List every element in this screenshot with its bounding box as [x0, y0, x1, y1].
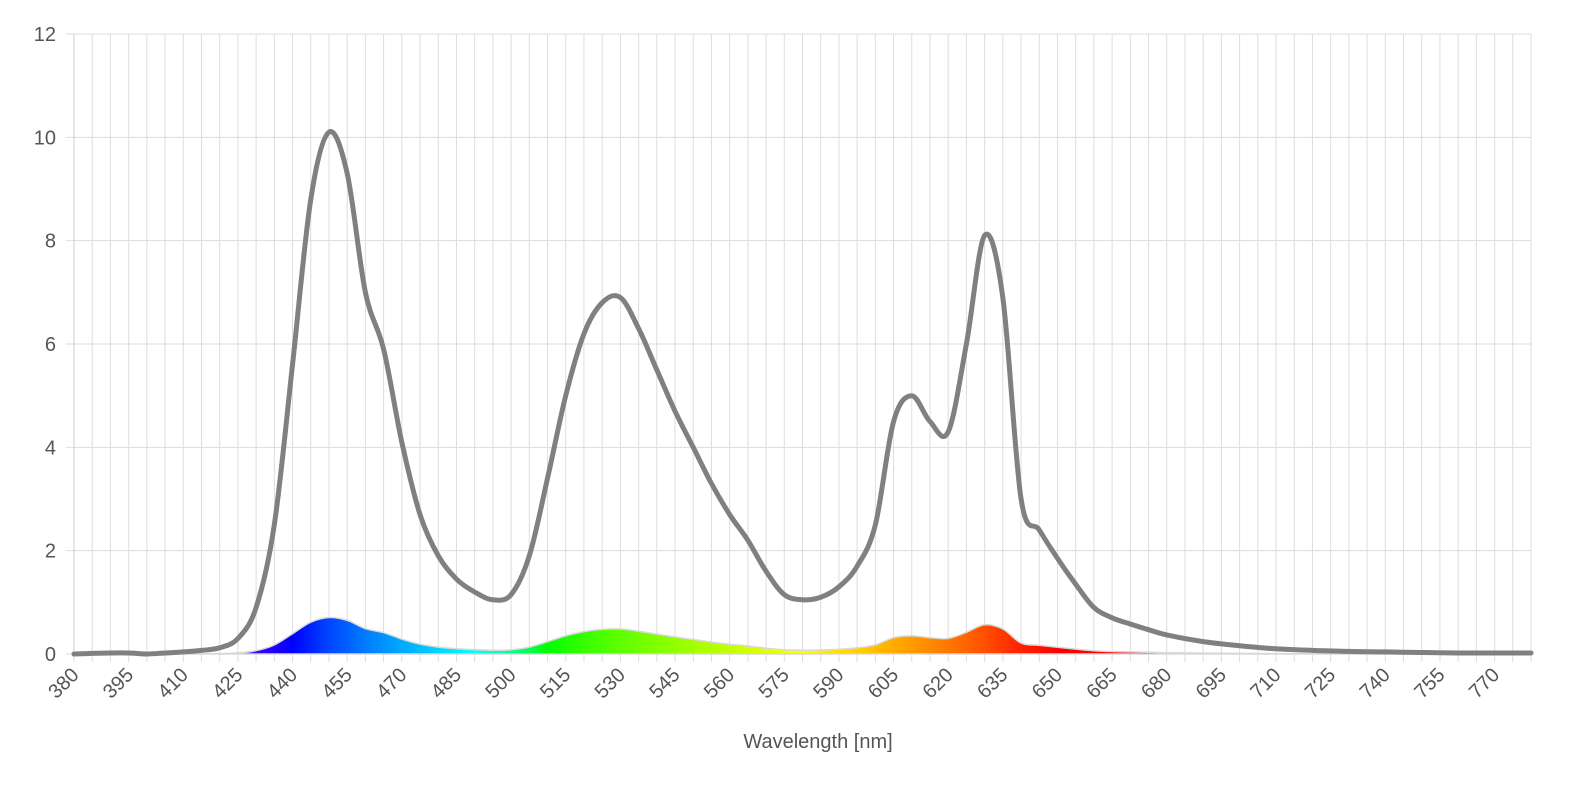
x-tick-label: 575 [755, 664, 794, 703]
x-axis-label: Wavelength [nm] [743, 731, 892, 753]
x-tick-label: 665 [1082, 664, 1121, 703]
spectrum-fill-layer [73, 616, 1532, 655]
spectrum-fill [73, 616, 1532, 655]
x-tick-label: 425 [208, 664, 247, 703]
x-tick-label: 485 [427, 664, 466, 703]
x-tick-label: 650 [1028, 664, 1067, 703]
y-tick-label: 0 [45, 644, 56, 666]
y-tick-label: 2 [45, 541, 56, 563]
x-tick-label: 770 [1465, 664, 1504, 703]
x-tick-label: 620 [919, 664, 958, 703]
x-tick-label: 500 [481, 664, 520, 703]
x-tick-label: 560 [700, 664, 739, 703]
x-tick-label: 545 [645, 664, 684, 703]
x-tick-label: 410 [154, 664, 193, 703]
x-tick-label: 590 [809, 664, 848, 703]
x-tick-label: 470 [372, 664, 411, 703]
y-tick-label: 12 [34, 24, 56, 46]
x-tick-label: 455 [318, 664, 357, 703]
x-tick-label: 635 [973, 664, 1012, 703]
x-tick-label: 710 [1246, 664, 1285, 703]
x-tick-label: 440 [263, 664, 302, 703]
grid [66, 33, 1532, 662]
series-line-layer [71, 129, 1534, 657]
x-tick-label: 680 [1137, 664, 1176, 703]
x-tick-label: 395 [99, 664, 138, 703]
x-tick-label: 605 [864, 664, 903, 703]
series-line [71, 129, 1534, 657]
axes: 0 2 4 6 8 10 12 380 395 410 425 440 455 470 485 500 515 5… [34, 24, 1504, 703]
x-tick-label: 755 [1410, 664, 1449, 703]
y-tick-label: 8 [45, 231, 56, 253]
y-tick-label: 4 [45, 437, 56, 459]
x-tick-label: 740 [1356, 664, 1395, 703]
x-tick-label: 725 [1301, 664, 1340, 703]
y-tick-label: 10 [34, 127, 56, 149]
x-tick-label: 380 [44, 664, 83, 703]
x-tick-label: 515 [536, 664, 575, 703]
x-tick-label: 695 [1192, 664, 1231, 703]
y-tick-label: 6 [45, 334, 56, 356]
x-tick-label: 530 [591, 664, 630, 703]
